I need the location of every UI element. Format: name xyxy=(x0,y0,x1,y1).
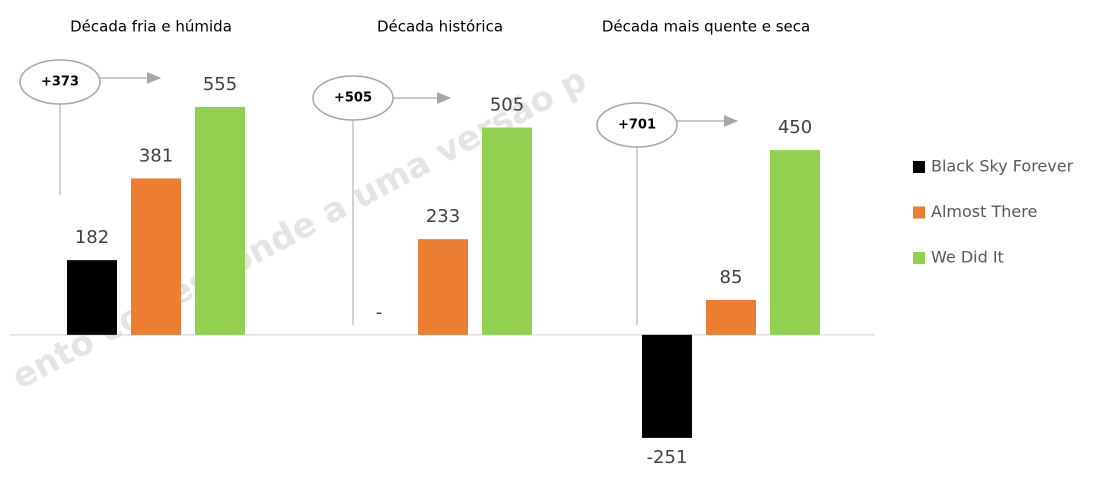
annotation-text: +373 xyxy=(41,75,79,90)
legend-label: We Did It xyxy=(931,248,1004,267)
legend-swatch xyxy=(913,252,925,264)
bar xyxy=(131,178,181,335)
bar xyxy=(642,334,692,438)
value-label: -251 xyxy=(647,447,688,468)
annotation-bubble xyxy=(312,75,394,121)
legend-swatch xyxy=(913,161,925,173)
value-label: 555 xyxy=(203,74,237,95)
value-label: 381 xyxy=(139,145,173,166)
bar xyxy=(482,127,532,335)
value-label: 85 xyxy=(720,267,743,288)
bar xyxy=(67,260,117,335)
bar xyxy=(770,150,820,335)
value-label: 450 xyxy=(778,117,812,138)
bar xyxy=(195,107,245,335)
legend-label: Almost There xyxy=(931,202,1037,221)
bar xyxy=(706,299,756,335)
legend-swatch xyxy=(913,206,925,219)
value-label: 233 xyxy=(426,206,460,227)
value-label: 182 xyxy=(75,227,109,248)
annotation-bubble xyxy=(19,59,101,105)
legend-label: Black Sky Forever xyxy=(931,157,1074,176)
group-title: Década mais quente e seca xyxy=(602,18,810,36)
annotation-text: +505 xyxy=(334,91,372,106)
value-label: 505 xyxy=(490,95,524,116)
annotation-bubble xyxy=(596,102,678,148)
annotation-text: +701 xyxy=(618,118,656,133)
value-label: - xyxy=(376,302,383,323)
bar xyxy=(418,239,468,335)
group-title: Década histórica xyxy=(377,18,503,36)
group-title: Década fria e húmida xyxy=(70,18,232,36)
